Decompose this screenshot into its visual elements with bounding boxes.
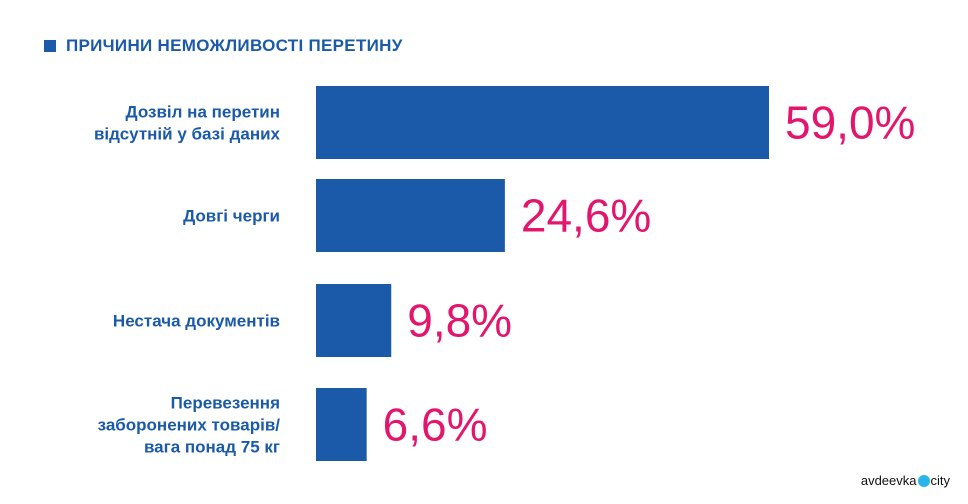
- category-label-0: Дозвіл на перетин відсутній у базі даних: [94, 103, 281, 144]
- bar-2: [316, 284, 392, 357]
- globe-icon: [917, 474, 930, 487]
- watermark: avdeevka city: [861, 473, 950, 488]
- value-label-0: 59,0%: [785, 97, 915, 149]
- watermark-left: avdeevka: [860, 473, 917, 488]
- chart-title-text: ПРИЧИНИ НЕМОЖЛИВОСТІ ПЕРЕТИНУ: [66, 36, 403, 55]
- value-label-2: 9,8%: [407, 295, 512, 347]
- bar-0: [316, 86, 769, 159]
- watermark-right: city: [930, 473, 951, 488]
- title-bullet-icon: [44, 40, 56, 52]
- category-label-2: Нестача документів: [113, 312, 280, 331]
- category-label-1: Довгі черги: [183, 207, 280, 226]
- bar-3: [316, 388, 367, 461]
- value-label-3: 6,6%: [383, 399, 488, 451]
- category-label-3: Перевезення заборонених товарів/вага пона…: [98, 394, 281, 457]
- chart-title: ПРИЧИНИ НЕМОЖЛИВОСТІ ПЕРЕТИНУ: [44, 36, 403, 56]
- bar-1: [316, 179, 505, 252]
- value-label-1: 24,6%: [521, 190, 651, 242]
